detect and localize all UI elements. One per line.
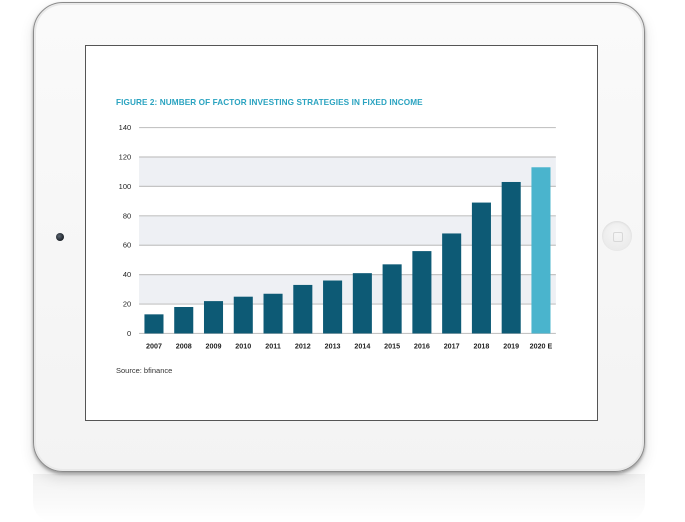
- bar-2017: [442, 233, 462, 334]
- bar-2013: [323, 280, 343, 334]
- y-tick-label: 80: [123, 211, 131, 220]
- x-tick-label: 2012: [295, 342, 311, 350]
- x-tick-label: 2020 E: [530, 342, 553, 350]
- grid-band: [139, 156, 556, 187]
- x-tick-label: 2018: [473, 342, 489, 350]
- bar-2011: [263, 293, 283, 334]
- x-tick-label: 2014: [354, 342, 370, 350]
- x-tick-label: 2013: [325, 342, 341, 350]
- x-tick-label: 2016: [414, 342, 430, 350]
- bar-2014: [352, 273, 372, 334]
- bar-2008: [174, 306, 194, 334]
- bar-2016: [412, 251, 432, 334]
- bar-2020E: [531, 167, 551, 334]
- x-tick-label: 2015: [384, 342, 400, 350]
- bar-2015: [382, 264, 402, 334]
- camera-icon: [56, 233, 64, 241]
- bar-2007: [144, 314, 164, 334]
- chart-source: Source: bfinance: [116, 366, 173, 375]
- tablet-reflection: [33, 474, 645, 522]
- y-tick-label: 40: [123, 270, 131, 279]
- x-tick-label: 2008: [176, 342, 192, 350]
- y-tick-label: 100: [119, 182, 131, 191]
- x-tick-label: 2007: [146, 342, 162, 350]
- y-tick-label: 140: [119, 123, 131, 132]
- grid-band: [139, 215, 556, 246]
- bar-2009: [203, 301, 224, 334]
- bar-2012: [293, 284, 313, 334]
- home-square-icon: [613, 232, 623, 242]
- x-tick-label: 2010: [235, 342, 251, 350]
- bar-2018: [471, 202, 491, 334]
- bar-chart: 0 20 40 60 80 100 120 140 2007 2008 2009 2010 2011 20…: [119, 123, 556, 350]
- bar-2019: [501, 181, 521, 334]
- y-tick-label: 60: [123, 241, 131, 250]
- chart-title: FIGURE 2: NUMBER OF FACTOR INVESTING STR…: [116, 98, 423, 107]
- x-tick-label: 2017: [444, 342, 460, 350]
- y-tick-label: 120: [119, 152, 131, 161]
- y-tick-label: 20: [123, 300, 131, 309]
- grid-band: [139, 274, 556, 305]
- x-tick-label: 2011: [265, 342, 281, 350]
- tablet-screen: FIGURE 2: NUMBER OF FACTOR INVESTING STR…: [85, 45, 598, 421]
- x-tick-label: 2009: [206, 342, 222, 350]
- y-tick-label: 0: [127, 329, 131, 338]
- home-button[interactable]: [602, 221, 632, 251]
- bar-2010: [233, 296, 253, 334]
- x-tick-label: 2019: [503, 342, 519, 350]
